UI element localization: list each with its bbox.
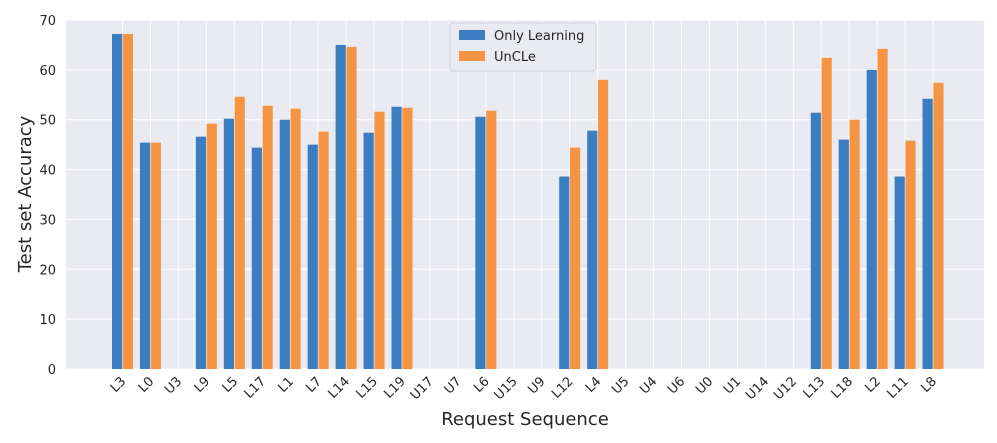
y-tick-label: 30 [39, 213, 56, 228]
x-tick-label: U5 [609, 374, 632, 397]
bar-only-learning-l19 [391, 106, 402, 369]
x-tick-label: U4 [637, 374, 660, 397]
bar-uncle-l18 [849, 119, 860, 369]
x-tick-label: L9 [192, 374, 214, 396]
bar-only-learning-l5 [223, 118, 234, 370]
bar-uncle-l6 [486, 110, 497, 370]
x-tick-label: L19 [381, 374, 408, 401]
legend-swatch-uncle [459, 51, 485, 61]
x-tick-label: U3 [162, 374, 185, 397]
bar-uncle-l0 [150, 142, 161, 369]
bar-only-learning-l13 [810, 112, 821, 369]
x-tick-label: L12 [549, 374, 576, 401]
x-tick-label: L18 [829, 374, 856, 401]
x-tick-label: L4 [583, 374, 605, 396]
bar-uncle-l7 [318, 131, 329, 369]
x-tick-label: L15 [353, 374, 380, 401]
x-tick-label: L7 [303, 374, 325, 396]
y-axis-label: Test set Accuracy [15, 115, 36, 273]
y-tick-labels: 0 10 20 30 40 50 60 70 [39, 14, 56, 378]
legend-box [449, 22, 597, 72]
x-tick-label: L1 [275, 374, 297, 396]
x-tick-label: U14 [743, 374, 772, 403]
bar-uncle-l2 [877, 48, 888, 369]
bar-uncle-l1 [290, 108, 301, 369]
bar-uncle-l5 [234, 96, 245, 369]
bar-uncle-l3 [122, 33, 133, 370]
y-tick-label: 40 [39, 164, 56, 179]
x-tick-label: U7 [442, 374, 465, 397]
gridlines [66, 19, 984, 370]
x-tick-label: U6 [665, 374, 688, 397]
bar-uncle-l14 [346, 46, 357, 370]
bar-uncle-l8 [933, 82, 944, 369]
x-tick-label: L6 [471, 374, 493, 396]
bar-only-learning-l14 [335, 44, 346, 370]
bar-only-learning-l17 [251, 147, 262, 369]
bar-uncle-l19 [402, 107, 413, 370]
y-tick-label: 70 [39, 14, 56, 29]
legend: Only Learning UnCLe [449, 22, 597, 72]
x-tick-label: U0 [693, 374, 716, 397]
bar-only-learning-l2 [866, 69, 877, 369]
y-tick-label: 10 [39, 313, 56, 328]
x-tick-label: L2 [862, 374, 884, 396]
x-tick-label: L14 [325, 374, 352, 401]
bar-only-learning-l1 [279, 119, 290, 369]
y-tick-label: 0 [48, 363, 56, 378]
bar-only-learning-l12 [559, 176, 570, 369]
bar-only-learning-l9 [195, 136, 207, 369]
bar-uncle-l15 [374, 111, 385, 369]
bar-only-learning-l0 [139, 142, 151, 369]
bar-only-learning-l11 [894, 176, 905, 369]
x-tick-label: U9 [525, 374, 548, 397]
bar-only-learning-l6 [475, 116, 486, 369]
bar-only-learning-l7 [307, 144, 318, 369]
legend-label-uncle: UnCLe [494, 50, 536, 65]
x-axis-label: Request Sequence [441, 409, 609, 430]
bar-uncle-l13 [821, 57, 832, 370]
bar-uncle-l9 [206, 123, 217, 370]
bar-only-learning-l8 [922, 98, 933, 369]
x-tick-label: L3 [108, 374, 130, 396]
x-tick-label: L13 [801, 374, 828, 401]
legend-label-only-learning: Only Learning [494, 29, 584, 44]
x-tick-label: U17 [408, 374, 437, 403]
y-tick-label: 50 [39, 114, 56, 129]
bar-uncle-l17 [262, 105, 273, 370]
y-tick-label: 20 [39, 263, 56, 278]
x-tick-label: L5 [220, 374, 242, 396]
bar-only-learning-l3 [112, 33, 123, 370]
bar-only-learning-l18 [838, 139, 849, 369]
x-tick-label: L8 [918, 374, 940, 396]
legend-swatch-only-learning [459, 30, 485, 40]
bar-uncle-l11 [905, 140, 916, 369]
x-tick-label: U1 [721, 374, 744, 397]
x-tick-label: L11 [884, 374, 911, 401]
x-tick-label: L0 [136, 374, 158, 396]
x-tick-label: L17 [242, 374, 269, 401]
bar-uncle-l12 [570, 147, 581, 369]
bar-only-learning-l15 [363, 132, 374, 369]
x-tick-label: U12 [771, 374, 800, 403]
bar-only-learning-l4 [587, 130, 598, 369]
bar-uncle-l4 [597, 79, 609, 369]
bars [112, 33, 944, 370]
y-tick-label: 60 [39, 64, 56, 79]
x-tick-label: U15 [492, 374, 521, 403]
